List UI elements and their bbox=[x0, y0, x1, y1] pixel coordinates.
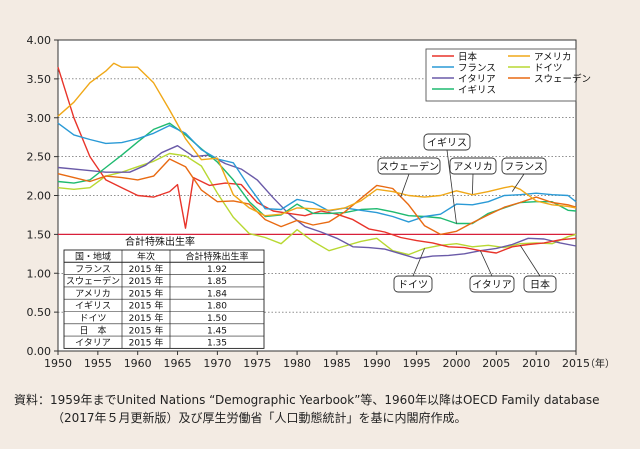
source-note-line1: 資料：1959年までUnited Nations “Demographic Ye… bbox=[14, 393, 599, 407]
x-tick-label: 1970 bbox=[203, 357, 231, 370]
x-tick-label: 1980 bbox=[283, 357, 311, 370]
x-tick-label: 1955 bbox=[84, 357, 112, 370]
x-tick-label: 1990 bbox=[363, 357, 391, 370]
callout-box-france bbox=[501, 157, 547, 175]
table-cell: アメリカ bbox=[75, 288, 111, 299]
x-tick-label: 1950 bbox=[44, 357, 72, 370]
callout-box-uk bbox=[423, 133, 471, 151]
table-cell: 1.50 bbox=[207, 314, 227, 324]
legend-box bbox=[425, 48, 577, 102]
y-tick-label: 3.00 bbox=[27, 112, 52, 125]
callout-label-uk: イギリス bbox=[427, 137, 467, 149]
legend-label-sweden: スウェーデン bbox=[534, 73, 591, 85]
legend-label-japan: 日本 bbox=[458, 51, 478, 63]
callout-pointer-germany bbox=[412, 248, 425, 277]
callout-label-germany: ドイツ bbox=[398, 280, 428, 291]
y-tick-label: 2.50 bbox=[27, 151, 52, 164]
x-tick-label: 2000 bbox=[442, 357, 470, 370]
table-header-cell: 合計特殊出生率 bbox=[185, 251, 248, 263]
legend-label-usa: アメリカ bbox=[534, 52, 572, 63]
table-cell: イタリア bbox=[75, 338, 111, 349]
table-cell: イギリス bbox=[75, 301, 111, 312]
callout-pointer-uk bbox=[446, 149, 457, 224]
table-cell: 2015 年 bbox=[129, 312, 164, 324]
table-cell: 1.45 bbox=[207, 326, 227, 336]
x-tick-label: 1960 bbox=[124, 357, 152, 370]
callout-pointer-usa bbox=[472, 173, 474, 194]
callout-label-usa: アメリカ bbox=[453, 161, 493, 173]
table-cell: 1.85 bbox=[207, 277, 227, 287]
callout-label-japan: 日本 bbox=[530, 278, 550, 291]
x-tick-label: 2010 bbox=[522, 357, 550, 370]
y-tick-label: 2.00 bbox=[27, 190, 52, 203]
callout-box-usa bbox=[449, 157, 497, 175]
callout-pointer-japan bbox=[519, 245, 541, 277]
table-header-cell: 年次 bbox=[137, 251, 155, 263]
table-cell: 1.92 bbox=[207, 265, 227, 275]
x-tick-label: 2005 bbox=[482, 357, 510, 370]
y-tick-label: 4.00 bbox=[27, 34, 52, 47]
y-tick-label: 1.50 bbox=[27, 228, 52, 241]
callout-label-sweden: スウェーデン bbox=[379, 160, 439, 173]
callout-label-italy: イタリア bbox=[472, 279, 512, 291]
table-cell: 2015 年 bbox=[129, 275, 164, 287]
series-line-sweden bbox=[57, 158, 577, 236]
table-title: 合計特殊出生率 bbox=[125, 235, 195, 248]
table-cell: 2015 年 bbox=[129, 300, 164, 312]
x-tick-label: 1985 bbox=[323, 357, 351, 370]
table-cell: 1.80 bbox=[207, 302, 227, 312]
x-tick-label: 1965 bbox=[164, 357, 192, 370]
legend-label-germany: ドイツ bbox=[534, 63, 563, 74]
source-note-line2: （2017年５月更新版）及び厚生労働省「人口動態統計」を基に内閣府作成。 bbox=[52, 410, 467, 425]
y-tick-label: 0.00 bbox=[27, 345, 52, 358]
callout-pointer-france bbox=[511, 173, 525, 192]
series-line-usa bbox=[57, 62, 577, 217]
legend-label-italy: イタリア bbox=[458, 74, 496, 85]
x-tick-label: 2015 bbox=[562, 357, 590, 370]
table-cell: 2015 年 bbox=[129, 263, 164, 275]
table-cell: スウェーデン bbox=[66, 275, 120, 287]
series-line-france bbox=[57, 122, 577, 223]
callout-box-sweden bbox=[377, 157, 441, 175]
x-tick-label: 1975 bbox=[243, 357, 271, 370]
callout-label-france: フランス bbox=[504, 161, 544, 173]
table-cell: 2015 年 bbox=[129, 287, 164, 299]
table-header-cell: 国・地域 bbox=[75, 251, 111, 263]
table-cell: 1.35 bbox=[207, 339, 227, 349]
y-tick-label: 1.00 bbox=[27, 267, 52, 280]
table-cell: ドイツ bbox=[79, 314, 106, 324]
callout-pointer-sweden bbox=[400, 173, 410, 198]
callout-box-italy bbox=[469, 275, 515, 293]
callout-box-japan bbox=[523, 275, 557, 293]
table-cell: 1.84 bbox=[207, 289, 227, 299]
table-cell: フランス bbox=[75, 264, 111, 275]
table-cell: 2015 年 bbox=[129, 337, 164, 349]
series-line-italy bbox=[57, 145, 577, 260]
x-tick-label: 1995 bbox=[403, 357, 431, 370]
series-line-japan bbox=[57, 66, 577, 254]
callout-pointer-italy bbox=[480, 250, 493, 277]
table-cell: 日 本 bbox=[79, 324, 106, 336]
series-line-germany bbox=[57, 152, 577, 256]
table-cell: 2015 年 bbox=[129, 324, 164, 336]
legend-label-france: フランス bbox=[458, 63, 496, 74]
y-tick-label: 3.50 bbox=[27, 73, 52, 86]
legend-label-uk: イギリス bbox=[458, 85, 496, 96]
x-axis-unit: （年） bbox=[585, 357, 615, 370]
y-tick-label: 0.50 bbox=[27, 306, 52, 319]
callout-box-germany bbox=[393, 275, 433, 293]
